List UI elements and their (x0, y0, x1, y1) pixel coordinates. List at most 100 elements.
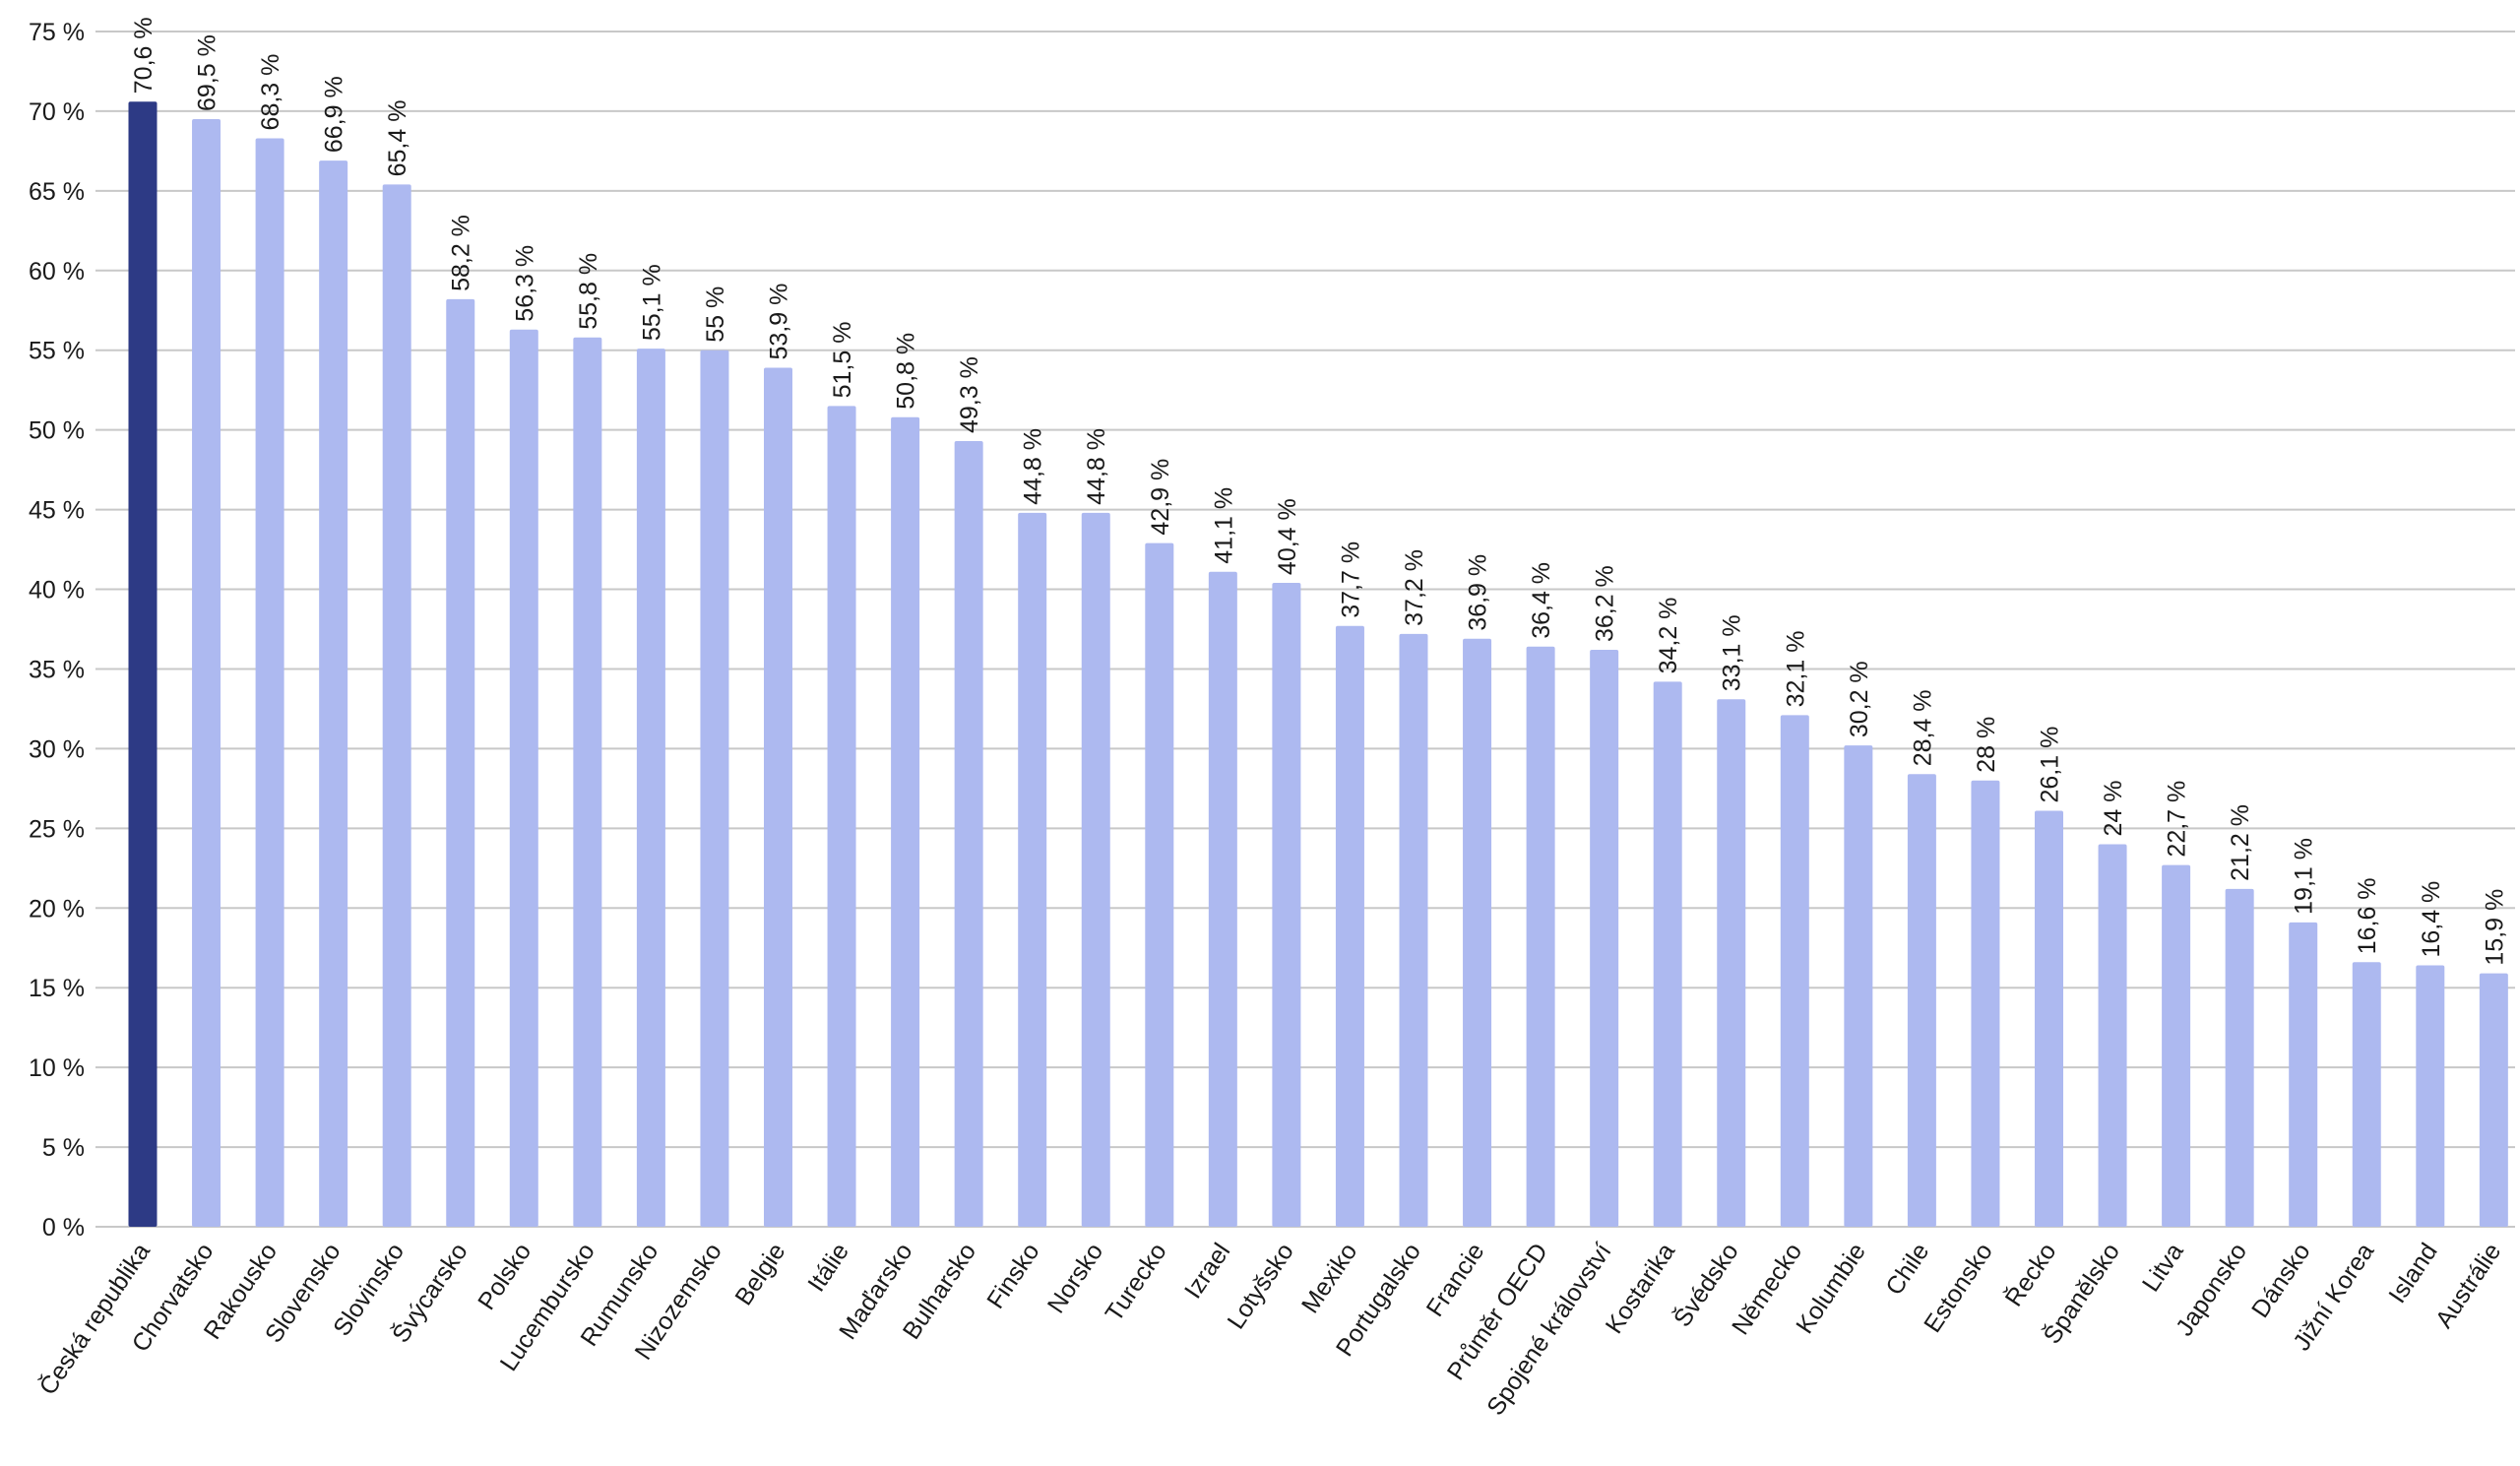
y-tick-label: 60 % (29, 258, 85, 286)
y-tick-label: 20 % (29, 895, 85, 923)
data-label: 32,1 % (1782, 631, 1809, 708)
bar (192, 119, 221, 1228)
category-labels: Česká republikaChorvatskoRakouskoSlovens… (33, 1238, 2507, 1421)
bar (509, 329, 538, 1227)
data-label: 50,8 % (893, 333, 920, 410)
bar (319, 160, 348, 1227)
bar (1907, 774, 1936, 1227)
bar (1653, 681, 1682, 1227)
bar (636, 349, 665, 1228)
bar (2416, 965, 2445, 1227)
bar (1018, 512, 1047, 1227)
y-tick-label: 0 % (42, 1214, 85, 1242)
bar (1208, 571, 1237, 1227)
data-label: 21,2 % (2227, 804, 2254, 881)
y-tick-label: 25 % (29, 815, 85, 843)
bar (2352, 962, 2381, 1227)
data-label: 36,9 % (1465, 554, 1492, 631)
data-label: 33,1 % (1719, 614, 1746, 691)
data-label: 49,3 % (956, 356, 983, 433)
data-label: 70,6 % (130, 17, 158, 94)
data-label: 28 % (1973, 717, 2000, 773)
data-label: 55,1 % (638, 264, 665, 341)
bar (1335, 625, 1364, 1227)
y-axis-tick-labels: 0 % 5 % 10 % 15 % 20 % 25 % 30 % 35 % 40 % 45 % 50… (29, 19, 85, 1242)
category-label: Norsko (1042, 1239, 1108, 1318)
bar (446, 298, 475, 1227)
bar (954, 440, 983, 1228)
category-label: Polsko (472, 1239, 536, 1315)
data-label: 65,4 % (384, 100, 411, 177)
data-label: 22,7 % (2164, 781, 2191, 858)
bar (2225, 888, 2254, 1227)
category-label: Belgie (729, 1239, 790, 1310)
bar (255, 138, 284, 1227)
y-tick-label: 15 % (29, 975, 85, 1002)
data-label: 40,4 % (1274, 498, 1301, 575)
data-label: 55,8 % (575, 253, 602, 330)
bar (1590, 650, 1619, 1227)
bar (827, 406, 856, 1227)
data-label: 44,8 % (1020, 428, 1047, 505)
category-label: Francie (1421, 1239, 1490, 1322)
y-tick-label: 5 % (42, 1134, 85, 1162)
category-label: Izrael (1179, 1239, 1235, 1304)
data-label: 53,9 % (766, 284, 793, 360)
data-label: 51,5 % (829, 322, 856, 399)
bar (382, 184, 411, 1228)
bar (2162, 864, 2191, 1227)
bar (2289, 922, 2318, 1227)
bar (2479, 973, 2508, 1227)
y-tick-label: 75 % (29, 19, 85, 46)
bar (1463, 638, 1492, 1227)
data-label: 36,2 % (1592, 565, 1619, 642)
y-tick-label: 30 % (29, 735, 85, 763)
category-label: Turecko (1101, 1239, 1172, 1327)
category-label: Island (2383, 1239, 2443, 1308)
bar (573, 337, 602, 1227)
data-label: 41,1 % (1210, 487, 1237, 564)
y-tick-label: 50 % (29, 417, 85, 445)
bar (700, 350, 729, 1227)
data-label: 15,9 % (2481, 889, 2508, 966)
bar (1145, 542, 1174, 1227)
y-tick-label: 65 % (29, 178, 85, 206)
data-label: 37,7 % (1337, 542, 1364, 618)
data-label: 66,9 % (321, 76, 348, 153)
bar (764, 367, 792, 1227)
y-tick-label: 45 % (29, 497, 85, 525)
data-label: 58,2 % (448, 215, 475, 291)
data-label: 34,2 % (1655, 598, 1682, 674)
data-label: 16,4 % (2418, 881, 2445, 958)
data-label: 28,4 % (1909, 689, 1936, 766)
data-label: 69,5 % (194, 34, 221, 111)
bar (1971, 780, 2000, 1227)
bar (2035, 810, 2063, 1227)
bar (1526, 646, 1555, 1227)
bar (2098, 844, 2127, 1227)
bar (1717, 699, 1746, 1227)
data-labels: 70,6 % 69,5 % 68,3 % 66,9 % 65,4 % 58,2 % 56,3… (130, 17, 2508, 965)
data-label: 30,2 % (1846, 661, 1873, 737)
bar (1780, 715, 1809, 1227)
gridlines (95, 31, 2515, 1228)
category-label: Chile (1880, 1239, 1934, 1301)
category-label: Česká republika (33, 1238, 156, 1400)
category-label: Mexiko (1296, 1239, 1362, 1318)
data-label: 68,3 % (257, 54, 284, 131)
data-label: 37,2 % (1401, 549, 1428, 626)
data-label: 55 % (702, 287, 729, 343)
bar (891, 416, 920, 1227)
bar (1272, 583, 1301, 1227)
y-tick-label: 10 % (29, 1054, 85, 1082)
bar (1844, 745, 1873, 1227)
data-label: 26,1 % (2037, 727, 2064, 803)
data-label: 24 % (2100, 781, 2127, 837)
category-label: Dánsko (2246, 1239, 2316, 1323)
category-label: Finsko (981, 1239, 1044, 1314)
bar (1399, 633, 1428, 1227)
data-label: 19,1 % (2291, 838, 2318, 915)
category-label: Austrálie (2430, 1239, 2507, 1333)
y-tick-label: 70 % (29, 98, 85, 126)
